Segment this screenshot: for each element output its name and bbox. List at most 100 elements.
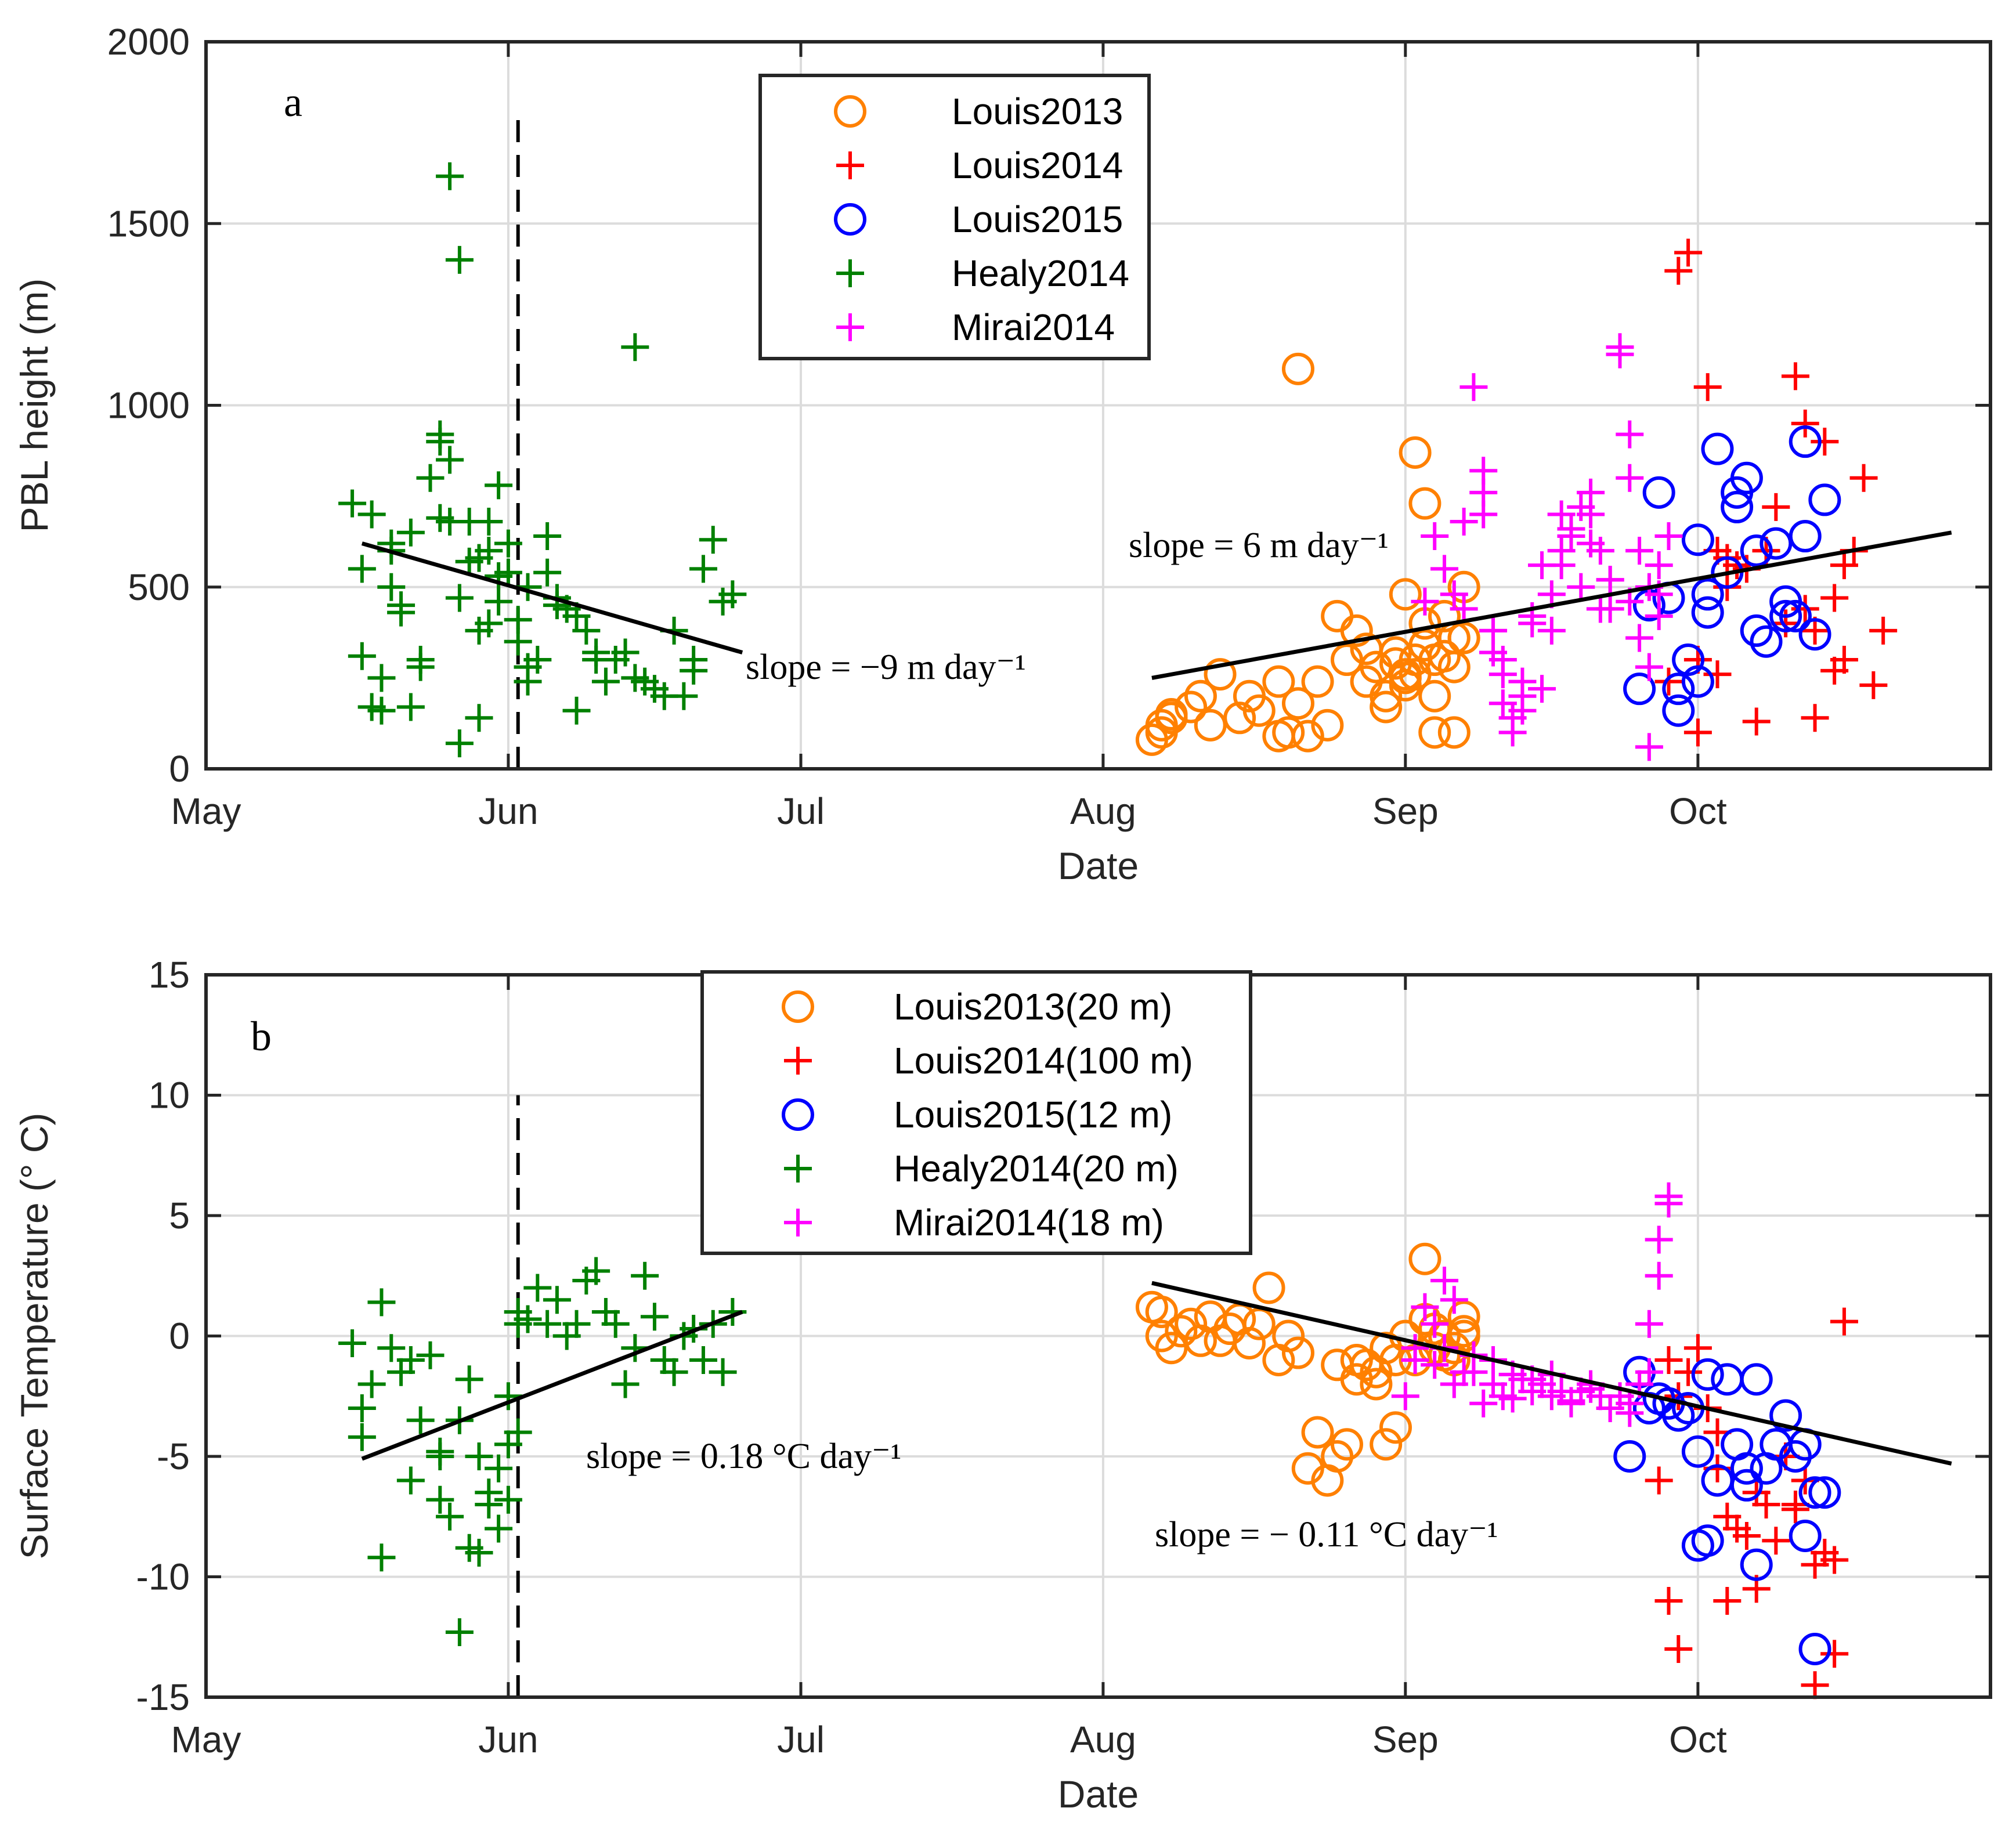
data-point-Healy2014 (543, 591, 571, 620)
data-point-Mirai2014 (1645, 1261, 1673, 1290)
data-point-Louis2015 (1691, 578, 1724, 611)
data-point-Healy2014 (426, 1437, 454, 1466)
data-point-Mirai2014 (1440, 1370, 1468, 1398)
data-point-Louis2015 (1681, 665, 1714, 698)
data-point-Mirai2014 (1469, 1389, 1498, 1418)
data-point-Louis2015 (1779, 599, 1812, 632)
legend-marker-Healy2014 (784, 1155, 812, 1183)
data-point-Louis2014 (1820, 656, 1849, 685)
data-point-Healy2014 (445, 1618, 474, 1646)
data-point-Louis2013 (1418, 716, 1451, 749)
data-point-Louis2014 (1713, 1502, 1742, 1531)
data-point-Louis2013 (1281, 1336, 1314, 1369)
legend: Louis2013 Louis2014 Louis2015 Healy2014 Mira… (758, 74, 1151, 360)
trend-line (361, 1310, 743, 1461)
data-point-Healy2014 (455, 1365, 483, 1394)
data-point-Louis2013 (1184, 679, 1217, 713)
data-point-Louis2013 (1242, 1307, 1276, 1340)
data-point-Healy2014 (699, 526, 727, 554)
data-point-Mirai2014 (1654, 1182, 1683, 1210)
data-point-Louis2013 (1370, 690, 1403, 724)
data-point-Louis2015 (1808, 483, 1841, 516)
data-point-Healy2014 (631, 1261, 659, 1290)
legend-label: Louis2014 (952, 144, 1123, 186)
data-point-Mirai2014 (1596, 566, 1624, 594)
data-point-Healy2014 (348, 555, 376, 583)
data-point-Louis2013 (1447, 1300, 1480, 1333)
data-point-Louis2013 (1242, 694, 1276, 727)
data-point-Louis2014 (1820, 1546, 1849, 1574)
data-point-Louis2013 (1155, 698, 1188, 731)
y-tick-label: -5 (157, 1436, 190, 1477)
data-point-Healy2014 (465, 1442, 493, 1470)
data-point-Healy2014 (562, 1310, 591, 1338)
legend-marker-Louis2015 (834, 203, 866, 236)
data-point-Mirai2014 (1459, 373, 1488, 402)
data-point-Louis2013 (1301, 1416, 1334, 1449)
data-point-Louis2014 (1654, 1587, 1683, 1615)
data-point-Louis2013 (1379, 1411, 1412, 1444)
data-point-Louis2013 (1272, 716, 1305, 749)
data-point-Mirai2014 (1488, 689, 1517, 718)
data-point-Louis2015 (1730, 1452, 1763, 1485)
data-point-Healy2014 (611, 1370, 640, 1398)
trend-line (1151, 530, 1952, 680)
data-point-Louis2014 (1674, 238, 1703, 267)
trend-line (361, 541, 743, 655)
data-point-Healy2014 (348, 1394, 376, 1422)
panel-a: slope = −9 m day⁻¹ slope = 6 m day⁻¹ May Ju… (13, 21, 1992, 887)
data-point-Louis2015 (1691, 1524, 1724, 1557)
data-point-Louis2013 (1399, 436, 1432, 469)
data-point-Mirai2014 (1625, 537, 1654, 565)
panel-label: b (251, 1013, 272, 1060)
legend-label: Louis2013(20 m) (894, 986, 1172, 1028)
data-point-Healy2014 (475, 507, 503, 536)
data-point-Healy2014 (465, 704, 493, 732)
data-point-Healy2014 (601, 1310, 630, 1338)
data-point-Mirai2014 (1654, 522, 1683, 551)
data-point-Louis2014 (1781, 1495, 1809, 1524)
x-tick-label: May (171, 1719, 241, 1760)
data-point-Louis2014 (1693, 373, 1722, 402)
data-point-Louis2013 (1447, 621, 1480, 655)
data-point-Healy2014 (377, 1334, 406, 1362)
x-tick-label: May (171, 790, 241, 832)
data-point-Healy2014 (533, 522, 562, 551)
data-point-Mirai2014 (1557, 522, 1585, 551)
data-point-Healy2014 (396, 518, 425, 547)
data-point-Healy2014 (348, 642, 376, 670)
legend-box (758, 74, 1151, 360)
data-point-Mirai2014 (1450, 507, 1478, 536)
data-point-Healy2014 (406, 646, 435, 674)
data-point-Healy2014 (494, 1382, 522, 1411)
data-point-Mirai2014 (1635, 733, 1663, 761)
data-point-Louis2014 (1654, 1346, 1683, 1374)
data-point-Louis2013 (1223, 702, 1256, 735)
data-point-Louis2014 (1859, 671, 1888, 699)
data-point-Louis2014 (1664, 256, 1693, 285)
data-point-Louis2013 (1252, 1271, 1285, 1304)
data-point-Healy2014 (465, 1539, 493, 1567)
data-point-Louis2015 (1623, 672, 1656, 706)
legend-label: Healy2014 (952, 252, 1129, 294)
x-tick-label: Aug (1070, 790, 1136, 832)
data-point-Healy2014 (494, 1485, 522, 1514)
legend-marker-Healy2014 (836, 259, 864, 287)
data-point-Healy2014 (611, 638, 640, 667)
data-point-Mirai2014 (1440, 1286, 1468, 1314)
data-point-Louis2014 (1762, 1527, 1790, 1555)
data-point-Louis2013 (1437, 716, 1471, 749)
data-point-Louis2013 (1330, 1428, 1363, 1461)
data-point-Louis2013 (1389, 578, 1422, 611)
data-point-Louis2015 (1769, 1399, 1802, 1432)
data-point-Healy2014 (338, 1329, 367, 1357)
x-tick-label: Jun (478, 1719, 538, 1760)
data-point-Mirai2014 (1498, 1384, 1527, 1413)
series-Mirai2014 (1411, 333, 1683, 761)
data-point-Louis2013 (1175, 690, 1208, 724)
legend-marker-Louis2015 (782, 1098, 814, 1131)
data-point-Mirai2014 (1450, 595, 1478, 623)
data-point-Louis2015 (1691, 596, 1724, 629)
data-point-Louis2014 (1742, 707, 1771, 736)
data-point-Louis2013 (1437, 650, 1471, 684)
